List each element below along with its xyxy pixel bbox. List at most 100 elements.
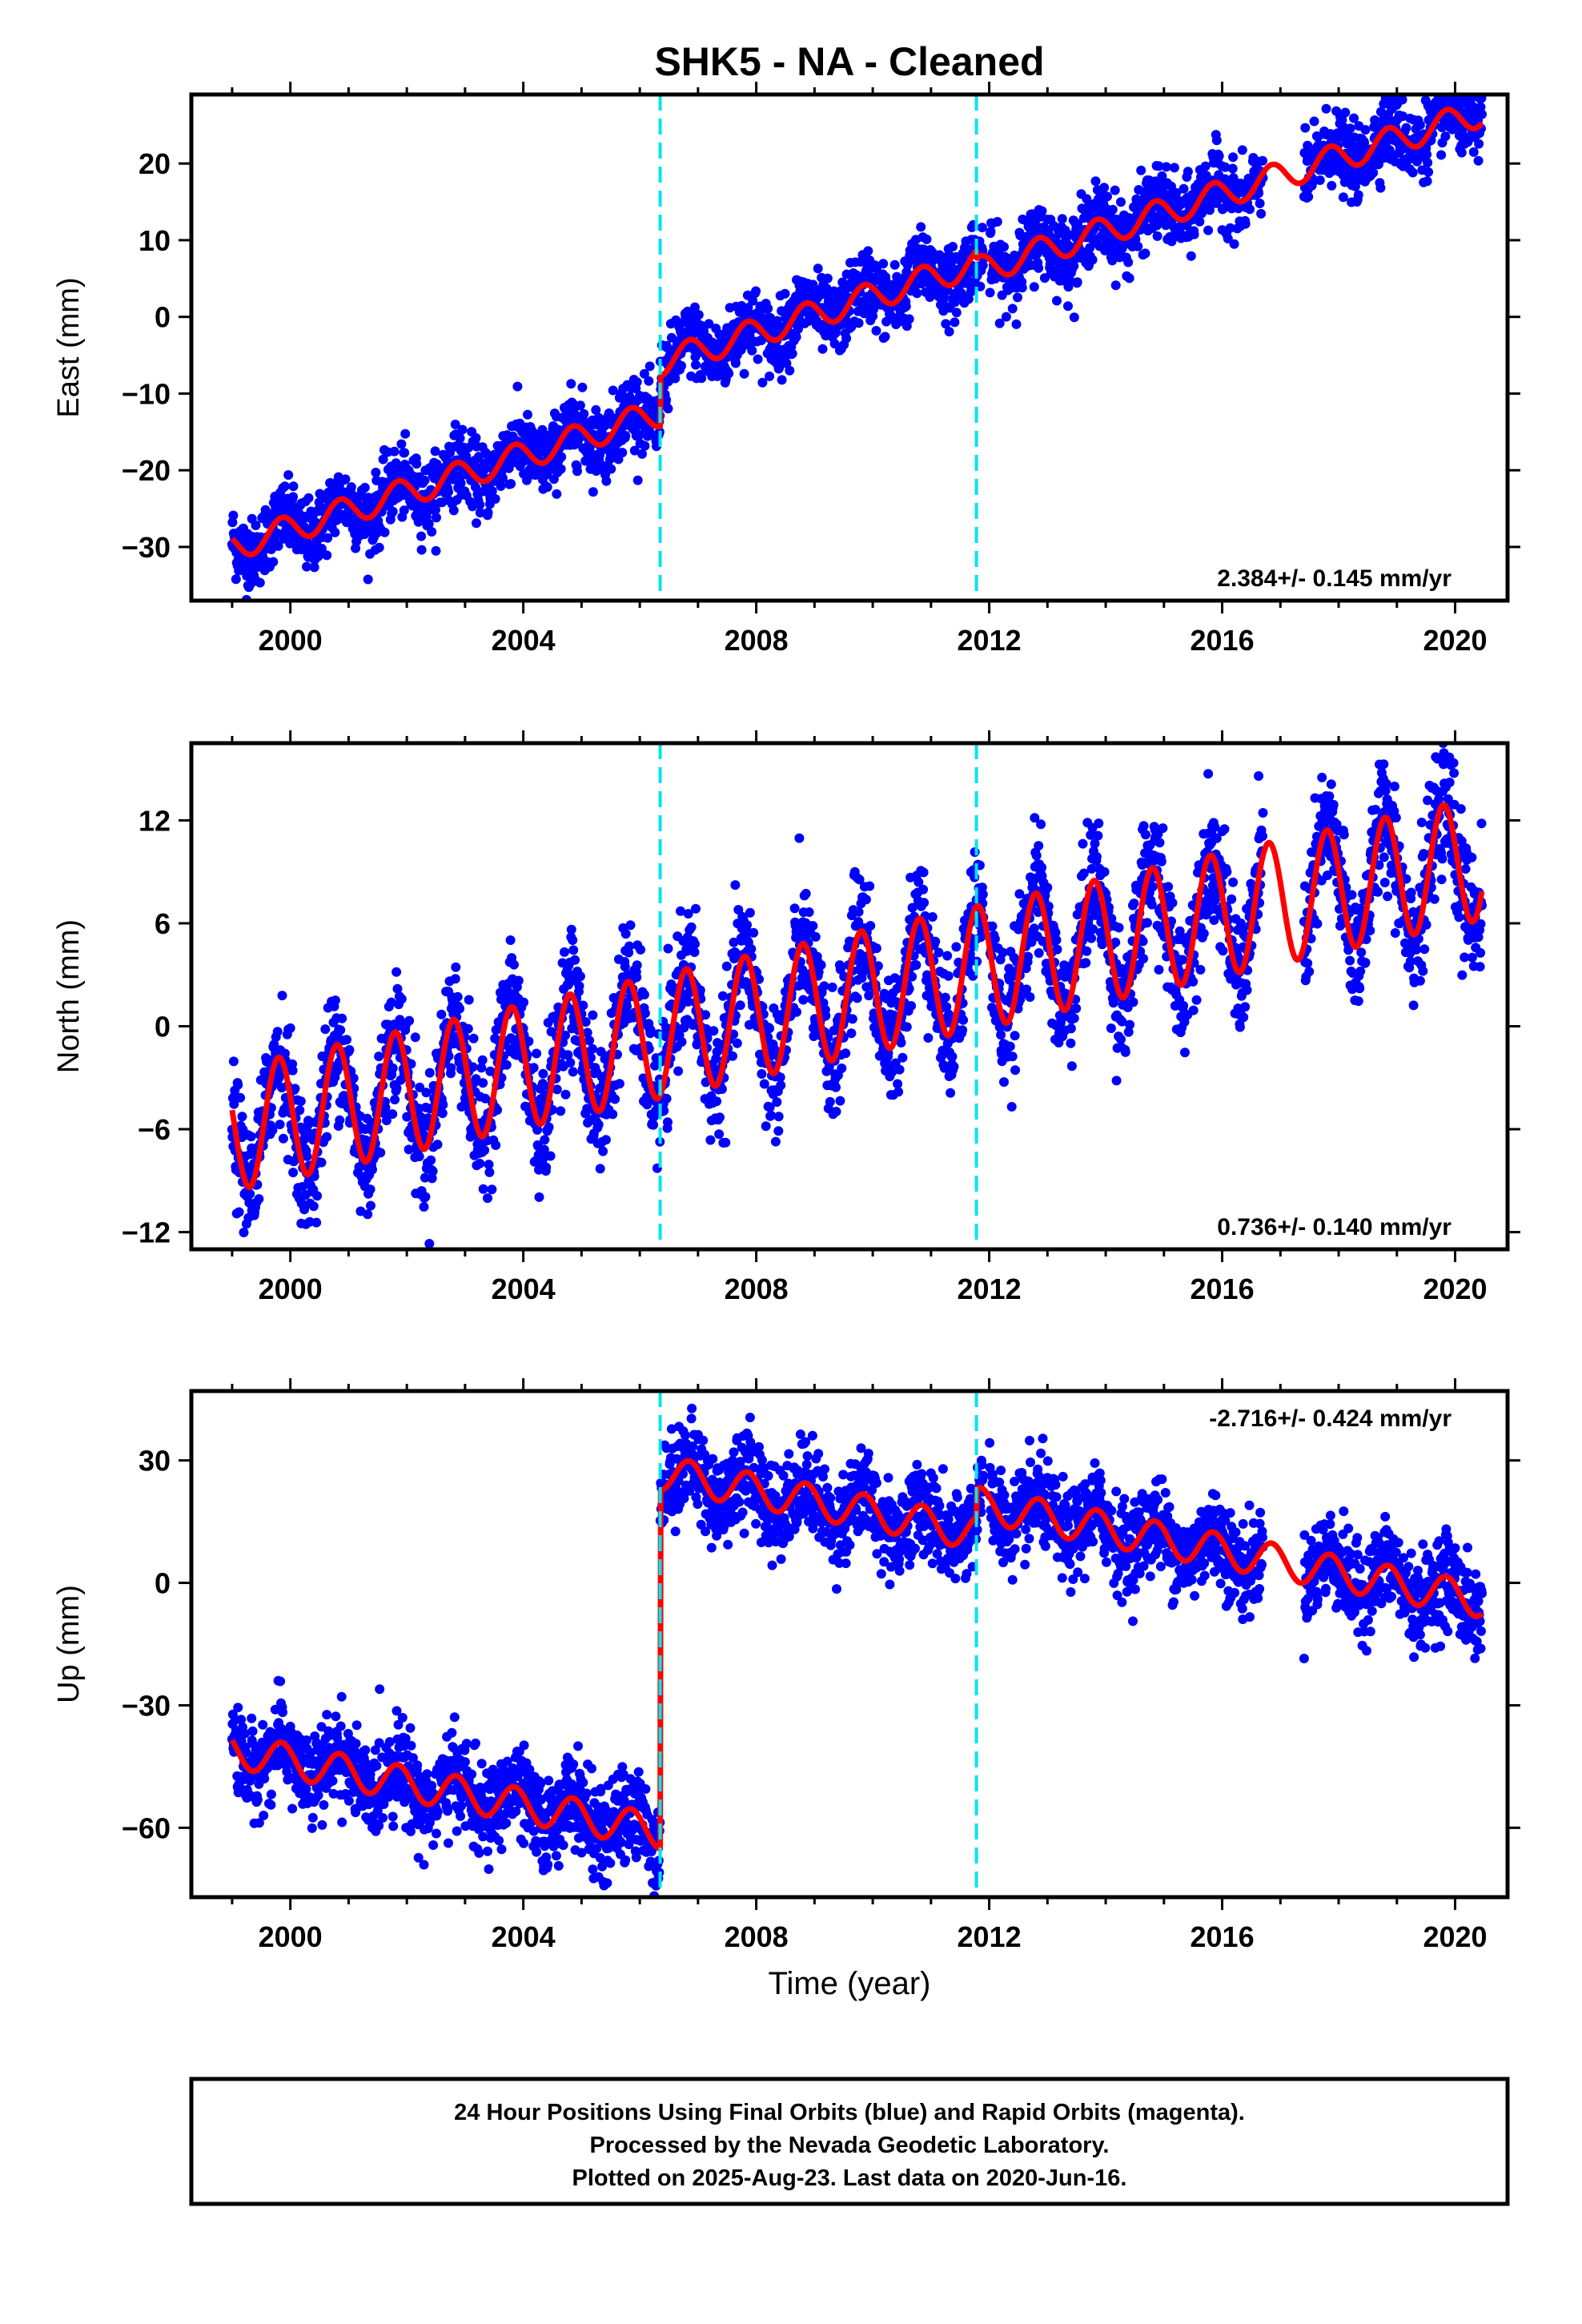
data-point xyxy=(986,227,996,237)
data-point xyxy=(894,1064,905,1075)
data-point xyxy=(311,1217,322,1228)
data-point xyxy=(288,492,299,502)
data-point xyxy=(785,365,795,376)
data-point xyxy=(430,446,440,456)
data-point xyxy=(1182,167,1193,177)
data-point xyxy=(918,867,929,878)
data-point xyxy=(632,377,642,388)
data-point xyxy=(375,1148,386,1158)
data-point xyxy=(1433,78,1443,87)
data-point xyxy=(475,500,485,510)
data-point xyxy=(251,521,261,530)
data-point xyxy=(464,995,474,1005)
data-point xyxy=(588,1010,598,1020)
data-point xyxy=(570,955,580,965)
data-point xyxy=(472,518,481,529)
data-point xyxy=(593,1120,604,1130)
data-point xyxy=(715,1112,725,1123)
data-point xyxy=(761,1121,771,1132)
data-point xyxy=(1255,199,1265,208)
data-point xyxy=(673,1066,684,1076)
data-point xyxy=(901,1022,912,1032)
data-point xyxy=(1436,150,1447,160)
data-point xyxy=(636,944,646,955)
data-point xyxy=(477,1055,488,1065)
data-point xyxy=(1423,167,1434,177)
data-point xyxy=(404,1015,415,1026)
data-point xyxy=(414,1152,424,1162)
data-point xyxy=(534,1192,544,1202)
data-point xyxy=(295,1105,305,1116)
data-point xyxy=(606,464,616,474)
data-point xyxy=(436,1009,447,1019)
data-point xyxy=(1110,280,1121,291)
data-point xyxy=(1452,74,1462,83)
data-point xyxy=(400,428,411,439)
data-point xyxy=(455,433,465,444)
data-point xyxy=(1468,147,1479,157)
data-point xyxy=(483,508,493,517)
data-point xyxy=(387,506,398,517)
data-point xyxy=(303,493,314,503)
data-point xyxy=(753,354,763,364)
data-point xyxy=(428,1166,438,1176)
data-point xyxy=(478,1184,488,1194)
data-point xyxy=(714,1129,725,1140)
data-point xyxy=(1090,176,1101,187)
data-point xyxy=(419,1202,429,1212)
data-point xyxy=(1069,312,1079,323)
data-point xyxy=(302,561,311,572)
data-point xyxy=(421,1088,432,1098)
y-tick-label: −30 xyxy=(122,531,171,564)
data-point xyxy=(366,1200,375,1211)
data-point xyxy=(342,1035,351,1045)
data-point xyxy=(1375,183,1386,193)
data-point xyxy=(1454,62,1464,72)
data-point xyxy=(748,296,758,306)
data-point xyxy=(228,1056,239,1067)
data-point xyxy=(663,943,673,954)
data-point xyxy=(1107,204,1118,215)
data-point xyxy=(556,464,566,474)
data-point xyxy=(693,310,704,320)
data-point xyxy=(773,1126,784,1136)
data-point xyxy=(906,1001,917,1011)
data-point xyxy=(690,302,700,312)
data-point xyxy=(911,960,921,970)
data-point xyxy=(610,1094,620,1104)
data-point xyxy=(572,466,582,476)
data-point xyxy=(640,1008,650,1019)
data-point xyxy=(670,373,681,384)
data-point xyxy=(697,373,707,384)
data-point xyxy=(1007,304,1018,314)
data-point xyxy=(431,545,441,556)
data-point xyxy=(1110,185,1120,195)
data-point xyxy=(601,476,612,486)
data-point xyxy=(228,510,239,521)
data-point xyxy=(540,1135,550,1145)
data-point xyxy=(579,408,589,419)
data-point xyxy=(878,259,889,269)
data-point xyxy=(588,487,598,497)
data-point xyxy=(1152,231,1162,241)
data-point xyxy=(861,895,871,905)
data-point xyxy=(456,478,466,489)
data-point xyxy=(1435,83,1445,93)
data-point xyxy=(367,1164,377,1175)
data-point xyxy=(1186,251,1196,261)
x-tick-label: 2008 xyxy=(725,624,789,657)
data-point xyxy=(901,301,911,312)
data-point xyxy=(730,880,741,891)
data-point xyxy=(387,1063,398,1073)
data-point xyxy=(1431,79,1440,89)
data-point xyxy=(825,1096,835,1107)
data-point xyxy=(268,557,279,567)
data-point xyxy=(335,1115,345,1125)
data-point xyxy=(1189,229,1199,239)
data-point xyxy=(735,1000,745,1011)
data-point xyxy=(242,571,252,581)
data-point xyxy=(1442,72,1452,82)
data-point xyxy=(451,962,461,972)
data-point xyxy=(865,921,876,931)
data-point xyxy=(1133,241,1143,251)
